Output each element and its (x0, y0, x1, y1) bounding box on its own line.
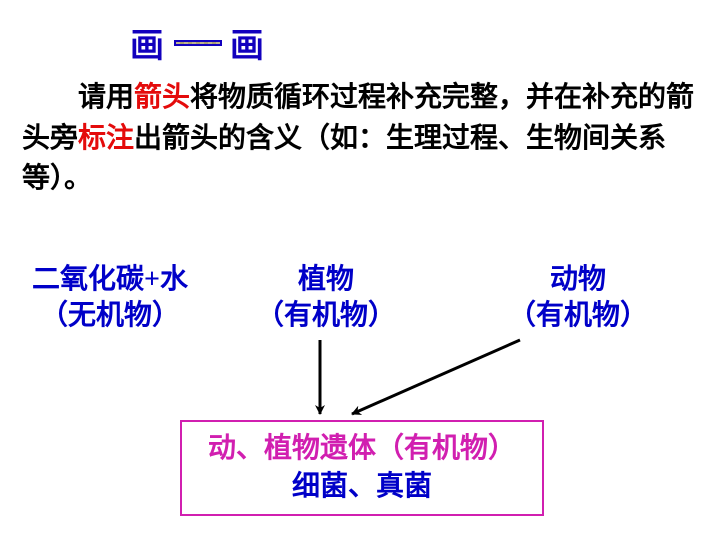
box-line1: 动、植物遗体（有机物） (202, 430, 522, 468)
p-seg1: 请用 (78, 82, 134, 113)
slide: 画 画 请用箭头将物质循环过程补充完整，并在补充的箭头旁标注出箭头的含义（如：生… (0, 0, 720, 540)
header-char-right: 画 (230, 18, 266, 67)
node-a-line2: （无机物） (10, 298, 210, 334)
header-divider (174, 40, 222, 46)
header-char-left: 画 (130, 18, 166, 67)
p-hl1: 箭头 (134, 82, 190, 113)
node-plant: 植物 （有机物） (246, 262, 406, 335)
node-b-line1: 植物 (246, 262, 406, 298)
node-c-line2: （有机物） (498, 298, 658, 334)
node-co2-water: 二氧化碳+水 （无机物） (10, 262, 210, 335)
node-a-line1: 二氧化碳+水 (10, 262, 210, 298)
node-c-line1: 动物 (498, 262, 658, 298)
arrow-animal-to-box (352, 340, 520, 414)
box-line2: 细菌、真菌 (202, 468, 522, 506)
slide-header: 画 画 (130, 18, 266, 67)
p-hl2: 标注 (78, 123, 134, 154)
node-b-line2: （有机物） (246, 298, 406, 334)
decomposer-box: 动、植物遗体（有机物） 细菌、真菌 (180, 420, 544, 516)
instruction-paragraph: 请用箭头将物质循环过程补充完整，并在补充的箭头旁标注出箭头的含义（如：生理过程、… (22, 78, 698, 200)
node-animal: 动物 （有机物） (498, 262, 658, 335)
